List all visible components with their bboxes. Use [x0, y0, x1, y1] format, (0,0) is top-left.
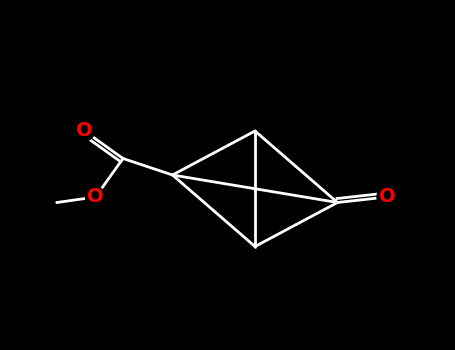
Circle shape [377, 187, 397, 207]
Circle shape [86, 187, 106, 207]
Text: O: O [87, 188, 104, 206]
Circle shape [75, 121, 95, 141]
Text: O: O [76, 121, 93, 140]
Text: O: O [379, 188, 395, 206]
